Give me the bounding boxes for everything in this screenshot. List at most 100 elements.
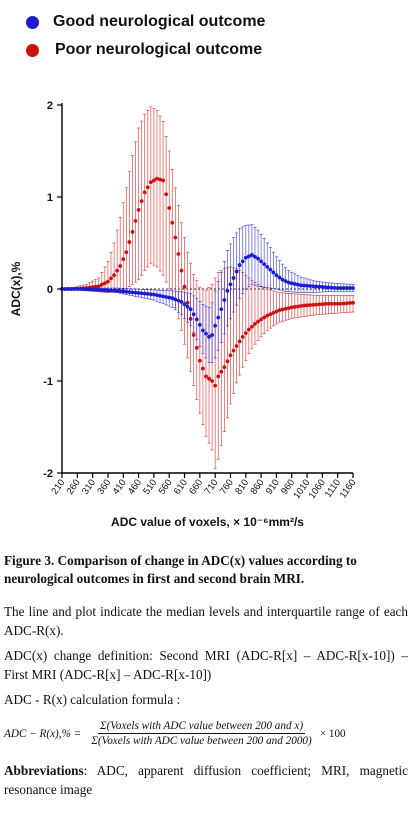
x-tick-label: 1060: [307, 477, 328, 501]
good-median-point: [191, 312, 196, 317]
formula-denominator: Σ(Voxels with ADC value between 200 and …: [91, 735, 312, 747]
good-median-point: [197, 322, 202, 327]
poor-median-point: [127, 240, 132, 244]
poor-median-point: [191, 333, 196, 337]
good-median-point: [130, 290, 135, 295]
y-tick-label: 0: [47, 284, 53, 296]
poor-median-point: [99, 282, 104, 287]
poor-median-point: [176, 252, 181, 256]
poor-median-point: [136, 207, 141, 212]
good-median-point: [185, 304, 190, 309]
good-median-point: [240, 259, 245, 264]
poor-median-point: [219, 369, 224, 374]
good-median-point: [234, 269, 239, 274]
poor-median-point: [115, 268, 120, 273]
poor-median-point: [228, 353, 233, 358]
good-median-point: [84, 287, 89, 292]
good-median-point: [124, 289, 129, 294]
good-median-point: [148, 292, 153, 297]
poor-median-point: [341, 301, 346, 306]
poor-median-point: [109, 276, 113, 281]
good-median-point: [280, 277, 285, 282]
poor-median-point: [289, 305, 294, 310]
poor-median-point: [204, 374, 208, 379]
poor-median-point: [121, 257, 126, 261]
good-median-point: [201, 328, 205, 333]
good-median-point: [145, 292, 150, 296]
figure-caption: Figure 3. Comparison of change in ADC(x)…: [4, 553, 357, 586]
poor-median-point: [323, 302, 328, 306]
poor-median-point: [216, 374, 221, 379]
good-median-point: [66, 287, 71, 291]
poor-median-point: [338, 301, 343, 306]
good-median-point: [338, 286, 343, 290]
poor-median-point: [253, 322, 257, 326]
good-median-point: [228, 282, 233, 287]
good-median-point: [72, 287, 77, 291]
abbreviations-text: : ADC, apparent diffusion coefficient; M…: [4, 763, 408, 797]
poor-median-point: [314, 302, 319, 307]
poor-median-point: [234, 344, 239, 348]
good-median-point: [274, 273, 279, 278]
poor-median-point: [170, 220, 175, 225]
poor-median-point: [277, 308, 282, 313]
poor-median-point: [311, 302, 316, 307]
adc-change-chart: 210-1-2210260310360410460510560610660710…: [9, 100, 358, 529]
x-tick-label: 860: [248, 477, 266, 496]
good-median-point: [253, 254, 257, 259]
good-median-point: [78, 287, 83, 291]
good-median-point: [182, 302, 187, 307]
good-median-point: [213, 323, 218, 328]
good-median-point: [348, 286, 352, 290]
good-median-point: [292, 282, 297, 286]
poor-median-point: [93, 284, 98, 289]
good-median-point: [335, 286, 340, 290]
good-median-point: [87, 287, 92, 292]
x-tick-label: 310: [80, 477, 98, 496]
poor-median-point: [231, 348, 236, 353]
good-median-point: [323, 285, 328, 290]
good-median-point: [127, 290, 132, 294]
x-tick-label: 260: [65, 477, 83, 496]
good-median-point: [341, 286, 346, 290]
good-median-point: [179, 299, 184, 304]
caption-abbreviations: Abbreviations: ADC, apparent diffusion c…: [4, 761, 408, 799]
good-median-point: [286, 280, 291, 285]
poor-median-point: [308, 303, 313, 307]
legend-item-poor: Poor neurological outcome: [26, 36, 265, 64]
x-tick-label: 660: [187, 477, 205, 496]
formula-numerator: Σ(Voxels with ADC value between 200 and …: [97, 720, 306, 734]
good-median-point: [329, 285, 334, 290]
x-tick-label: 610: [172, 477, 190, 496]
good-median-point: [204, 331, 208, 336]
y-tick-label: 2: [47, 100, 53, 112]
adc-r-formula: ADC − R(x),% = Σ(Voxels with ADC value b…: [4, 720, 408, 747]
poor-median-point: [201, 366, 205, 371]
poor-median-point: [250, 324, 254, 329]
poor-median-point: [243, 331, 248, 336]
good-median-point: [299, 283, 303, 288]
good-median-point: [188, 307, 193, 312]
x-tick-label: 910: [264, 477, 282, 496]
good-median-point: [216, 315, 221, 320]
poor-median-point: [329, 301, 334, 306]
poor-median-point: [210, 379, 214, 383]
good-median-point: [326, 285, 331, 290]
good-median-point: [207, 334, 211, 339]
good-median-point: [302, 283, 306, 288]
poor-median-point: [332, 301, 337, 306]
legend-item-good: Good neurological outcome: [26, 8, 265, 36]
good-median-point: [63, 287, 67, 291]
poor-median-point: [158, 177, 162, 182]
poor-median-point: [145, 185, 150, 190]
poor-median-point: [280, 307, 285, 312]
poor-median-point: [207, 376, 211, 381]
x-tick-label: 360: [95, 477, 113, 496]
good-median-point: [109, 288, 113, 293]
y-tick-label: 1: [47, 192, 53, 204]
good-median-point: [308, 284, 313, 288]
good-median-point: [256, 256, 260, 261]
good-median-point: [90, 287, 95, 292]
poor-median-point: [179, 268, 184, 273]
good-median-point: [133, 290, 138, 295]
